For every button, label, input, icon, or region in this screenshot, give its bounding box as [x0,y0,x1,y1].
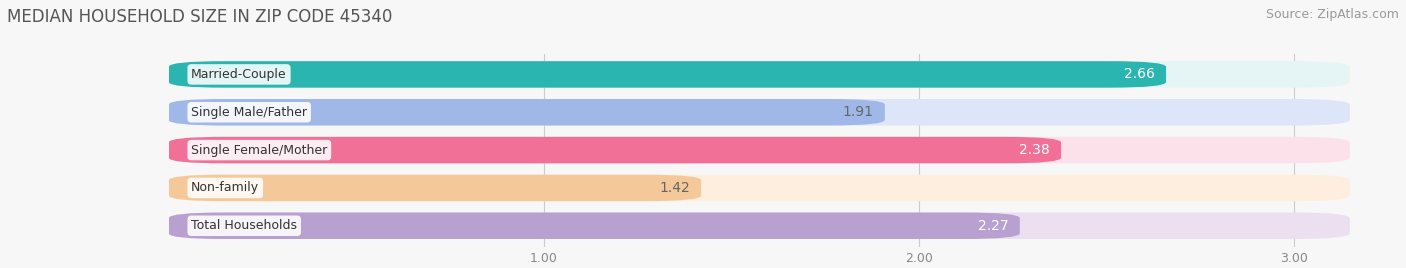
Text: 2.38: 2.38 [1019,143,1050,157]
FancyBboxPatch shape [169,213,1350,239]
FancyBboxPatch shape [169,99,884,125]
Text: Source: ZipAtlas.com: Source: ZipAtlas.com [1265,8,1399,21]
Text: Single Male/Father: Single Male/Father [191,106,308,119]
Text: Single Female/Mother: Single Female/Mother [191,144,328,157]
Text: Non-family: Non-family [191,181,259,194]
FancyBboxPatch shape [169,61,1166,88]
FancyBboxPatch shape [169,213,1019,239]
Text: 2.66: 2.66 [1123,68,1154,81]
Text: Married-Couple: Married-Couple [191,68,287,81]
Text: 2.27: 2.27 [979,219,1008,233]
FancyBboxPatch shape [169,175,702,201]
FancyBboxPatch shape [169,99,1350,125]
FancyBboxPatch shape [169,137,1062,163]
Text: MEDIAN HOUSEHOLD SIZE IN ZIP CODE 45340: MEDIAN HOUSEHOLD SIZE IN ZIP CODE 45340 [7,8,392,26]
Text: 1.42: 1.42 [659,181,690,195]
FancyBboxPatch shape [169,137,1350,163]
FancyBboxPatch shape [169,61,1350,88]
Text: Total Households: Total Households [191,219,297,232]
FancyBboxPatch shape [169,175,1350,201]
Text: 1.91: 1.91 [842,105,873,119]
